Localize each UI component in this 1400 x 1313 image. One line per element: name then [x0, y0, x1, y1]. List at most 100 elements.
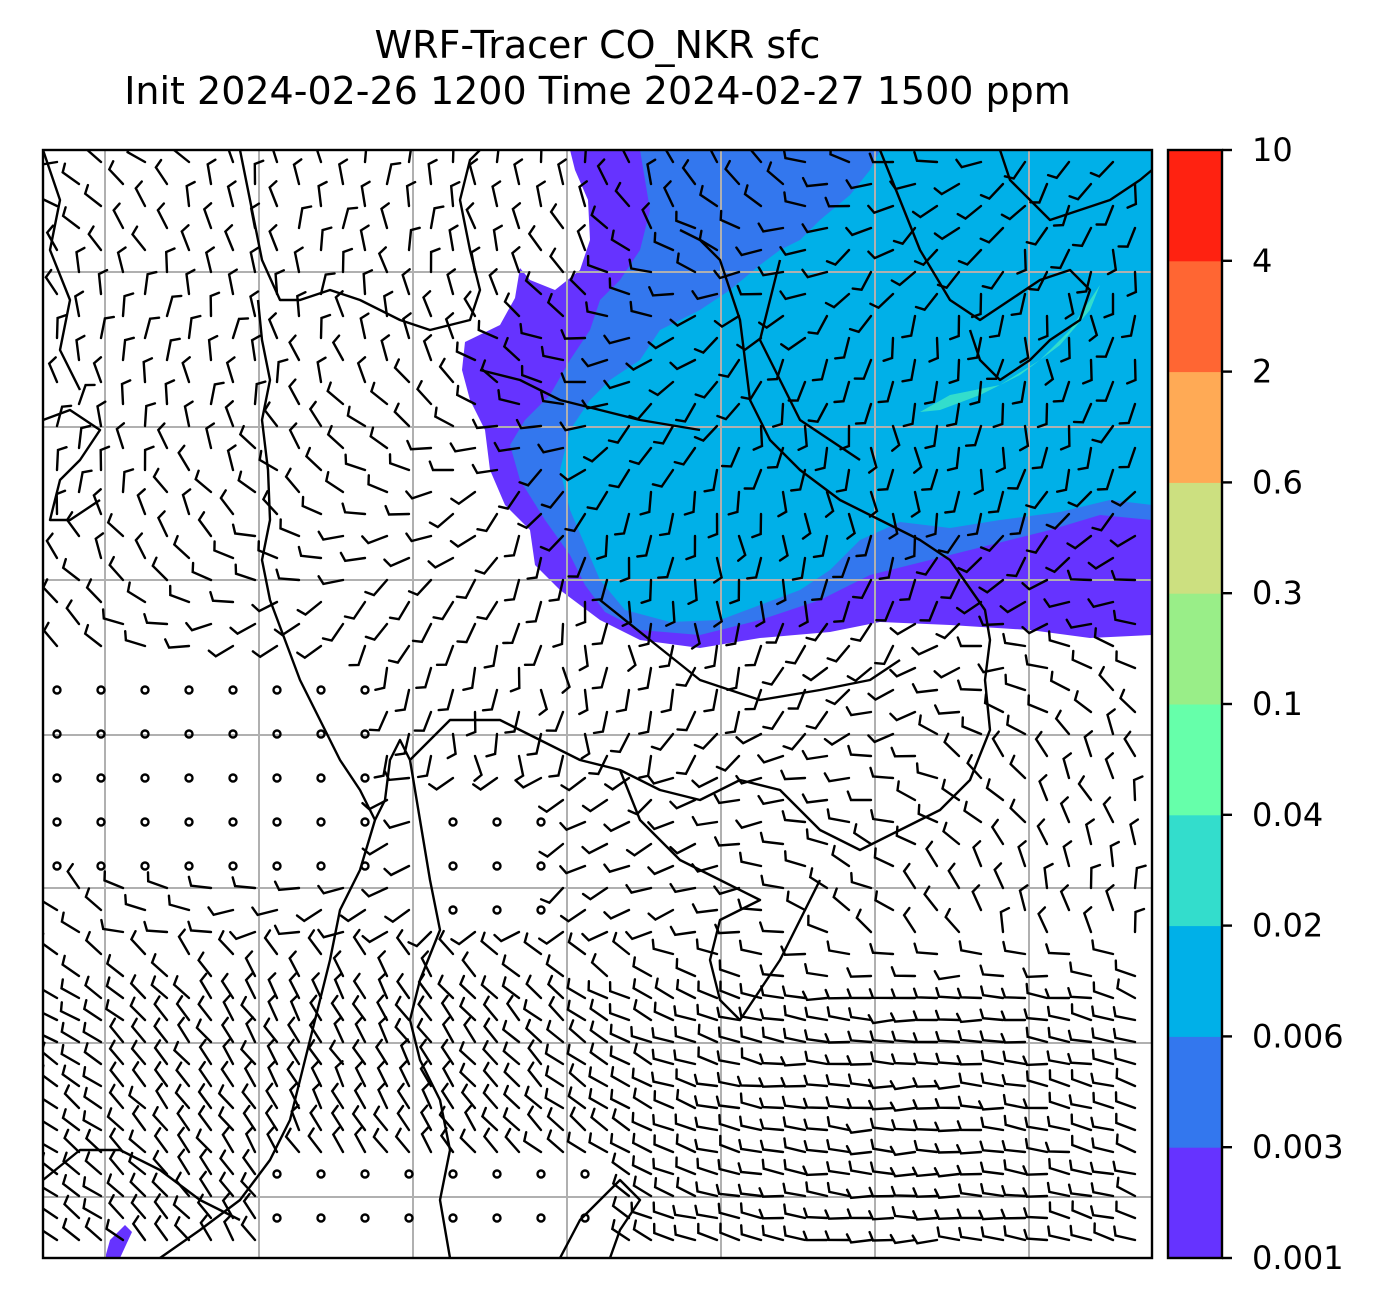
wind-barb — [1002, 1093, 1027, 1110]
wind-barb — [694, 380, 719, 399]
wind-barb — [522, 999, 543, 1022]
wind-barb — [451, 150, 455, 164]
wind-barb — [923, 380, 939, 405]
wind-barb — [944, 490, 961, 514]
wind-barb — [151, 1172, 169, 1198]
wind-barb — [538, 842, 565, 858]
wind-barb — [520, 364, 543, 384]
wind-barb — [977, 663, 1005, 674]
wind-barb — [801, 749, 829, 761]
wind-barb — [676, 710, 697, 732]
wind-barb — [59, 1001, 81, 1022]
wind-barb — [949, 314, 961, 341]
wind-barb — [380, 202, 390, 230]
wind-barb — [197, 511, 213, 538]
wind-barb — [268, 180, 279, 208]
wind-barb — [524, 271, 543, 296]
wind-barb — [1045, 556, 1071, 574]
wind-barb — [716, 402, 741, 421]
wind-barb — [826, 808, 851, 824]
wind-barb — [826, 1139, 851, 1154]
wind-barb — [921, 468, 939, 491]
wind-barb — [222, 994, 235, 1022]
wind-barb — [284, 1127, 301, 1154]
wind-barb — [969, 380, 983, 406]
colorbar-segment — [1168, 482, 1222, 594]
wind-barb — [1062, 752, 1072, 780]
wind-barb — [936, 1226, 961, 1242]
wind-barb — [957, 1095, 983, 1110]
wind-barb — [591, 666, 609, 690]
wind-barb — [497, 490, 521, 510]
wind-barb — [1126, 358, 1137, 385]
wind-barb — [889, 1101, 917, 1112]
wind-barb — [784, 644, 807, 665]
wind-barb — [910, 490, 921, 518]
wind-barb — [377, 1082, 389, 1110]
wind-barb — [226, 180, 237, 208]
wind-barb — [187, 875, 213, 890]
wind-barb — [131, 1215, 147, 1242]
wind-barb — [735, 819, 763, 830]
wind-barb — [825, 1096, 851, 1110]
wind-barb — [650, 732, 675, 751]
wind-barb — [223, 224, 235, 252]
wind-barb — [850, 622, 873, 643]
wind-barb — [691, 815, 719, 827]
wind-barb — [783, 1004, 807, 1022]
wind-barb — [128, 1085, 147, 1110]
wind-barb — [351, 1105, 367, 1132]
wind-barb — [177, 1148, 191, 1176]
wind-barb — [609, 1088, 631, 1110]
wind-barb — [394, 995, 411, 1022]
wind-barb — [1089, 160, 1115, 178]
wind-barb — [834, 336, 851, 360]
wind-barb — [1071, 1200, 1093, 1220]
wind-barb — [351, 995, 367, 1022]
wind-barb — [567, 932, 587, 956]
wind-barb — [539, 534, 565, 552]
wind-barb — [803, 1140, 829, 1154]
wind-barb — [851, 270, 873, 291]
wind-barb — [1025, 226, 1049, 246]
wind-barb — [846, 1055, 873, 1066]
wind-barb — [465, 202, 477, 230]
wind-barb — [759, 1139, 785, 1154]
wind-barb — [129, 996, 147, 1022]
calm-wind-marker — [228, 729, 238, 739]
wind-barb — [240, 1215, 257, 1242]
wind-barb — [647, 908, 675, 921]
wind-barb — [566, 1043, 587, 1066]
wind-barb — [174, 1083, 191, 1110]
wind-barb — [108, 1149, 125, 1176]
wind-barb — [458, 1041, 477, 1066]
wind-barb — [805, 622, 829, 642]
wind-barb — [999, 906, 1011, 934]
wind-barb — [502, 1041, 521, 1066]
wind-barb — [735, 246, 763, 257]
wind-barb — [913, 150, 939, 164]
wind-barb — [719, 209, 741, 230]
wind-barb — [441, 1016, 455, 1044]
wind-barb — [1076, 270, 1093, 294]
wind-barb — [653, 424, 675, 445]
wind-barb — [608, 981, 631, 1000]
wind-barb — [877, 468, 895, 491]
wind-barb — [647, 775, 675, 785]
wind-barb — [589, 1020, 609, 1044]
wind-barb — [1116, 1176, 1137, 1198]
wind-barb — [846, 967, 873, 978]
wind-barb — [128, 1129, 147, 1154]
wind-barb — [482, 1127, 499, 1154]
wind-barb — [719, 980, 741, 1000]
wind-barb — [758, 1208, 785, 1220]
wind-barb — [738, 1138, 763, 1154]
wind-barb — [77, 469, 93, 494]
wind-barb — [455, 384, 477, 406]
wind-barb — [108, 1194, 125, 1220]
wind-barb — [273, 880, 301, 892]
wind-barb — [911, 204, 939, 219]
wind-barb — [889, 710, 917, 722]
wind-barb — [317, 180, 328, 208]
wind-barb — [172, 534, 191, 560]
